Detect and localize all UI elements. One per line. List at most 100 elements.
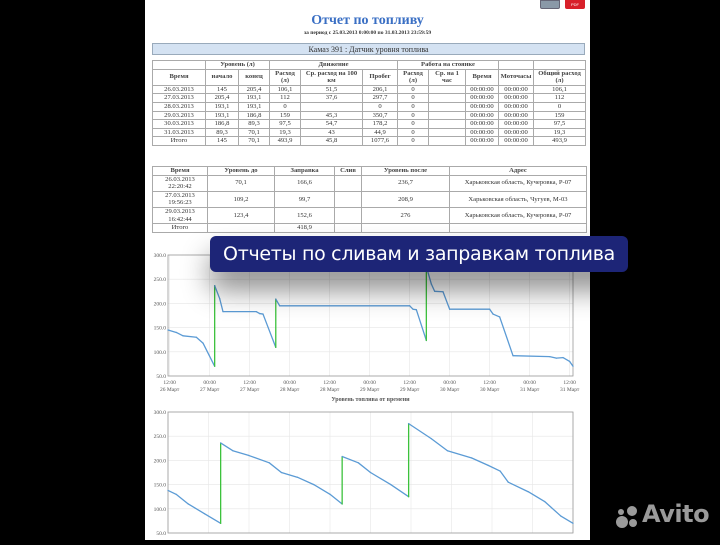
table-cell: 00:00:00 bbox=[466, 128, 499, 137]
table-cell bbox=[450, 224, 587, 233]
column-header: Пробег bbox=[363, 69, 398, 85]
table-cell: 37,6 bbox=[301, 94, 363, 103]
table-cell: 186,8 bbox=[206, 120, 239, 129]
avito-wordmark: Avito bbox=[642, 500, 709, 528]
table-cell: 00:00:00 bbox=[499, 137, 534, 146]
x-tick-time: 00:00 bbox=[203, 380, 216, 386]
x-tick-time: 00:00 bbox=[283, 380, 296, 386]
table-cell bbox=[429, 137, 466, 146]
column-header: начало bbox=[206, 69, 239, 85]
x-axis-label: Уровень топлива от времени bbox=[331, 397, 410, 403]
x-tick-date: 31 Март bbox=[520, 387, 540, 393]
table-cell: 29.03.2013 bbox=[153, 111, 206, 120]
pdf-icon[interactable]: PDF bbox=[565, 0, 585, 9]
level-segment bbox=[176, 332, 183, 335]
table-cell: 29.03.2013 16:42:44 bbox=[153, 207, 208, 223]
table-cell: 166,6 bbox=[275, 175, 335, 191]
level-segment bbox=[391, 485, 409, 497]
x-tick-time: 12:00 bbox=[403, 380, 416, 386]
column-header: Уровень до bbox=[208, 167, 275, 176]
level-segment bbox=[550, 357, 557, 358]
table-cell bbox=[429, 128, 466, 137]
column-header: Общий расход (л) bbox=[534, 69, 586, 85]
table-cell: 0 bbox=[398, 102, 429, 111]
table-cell: 19,3 bbox=[534, 128, 586, 137]
table-cell: 89,3 bbox=[206, 128, 239, 137]
level-segment bbox=[472, 458, 488, 465]
table-cell: 00:00:00 bbox=[499, 85, 534, 94]
promo-banner: Отчеты по сливам и заправкам топлива bbox=[210, 236, 628, 272]
table-cell: Харьковская область, Кучеровка, Р-07 bbox=[450, 175, 587, 191]
table-cell: 152,6 bbox=[275, 207, 335, 223]
table-cell: 19,3 bbox=[270, 128, 301, 137]
table-cell: 26.03.2013 bbox=[153, 85, 206, 94]
table-cell: 123,4 bbox=[208, 207, 275, 223]
level-segment bbox=[410, 306, 413, 309]
level-segment bbox=[371, 473, 391, 485]
level-segment bbox=[563, 358, 570, 362]
column-header: Расход (л) bbox=[270, 69, 301, 85]
x-tick-date: 28 Март bbox=[320, 387, 340, 393]
level-segment bbox=[416, 310, 426, 341]
level-segment bbox=[447, 451, 471, 458]
table-cell: 418,9 bbox=[275, 224, 335, 233]
table-cell: 28.03.2013 bbox=[153, 102, 206, 111]
table-cell: 43 bbox=[301, 128, 363, 137]
column-header: Ср. расход на 100 км bbox=[301, 69, 363, 85]
level-segment bbox=[269, 463, 281, 473]
table-cell: 70,1 bbox=[239, 128, 270, 137]
column-header: Заправка bbox=[275, 167, 335, 176]
table-cell: 145 bbox=[206, 137, 239, 146]
table-cell: 106,1 bbox=[270, 85, 301, 94]
x-tick-time: 12:00 bbox=[323, 380, 336, 386]
level-segment bbox=[298, 477, 314, 484]
level-segment bbox=[570, 361, 573, 366]
level-segment bbox=[196, 337, 203, 343]
table-cell: 44,9 bbox=[363, 128, 398, 137]
level-segment bbox=[493, 314, 500, 317]
table-cell bbox=[429, 102, 466, 111]
table-cell: 159 bbox=[270, 111, 301, 120]
y-tick-label: 200.0 bbox=[154, 458, 167, 464]
y-tick-label: 100.0 bbox=[154, 350, 167, 356]
x-tick-date: 27 Март bbox=[200, 387, 220, 393]
column-header: Моточасы bbox=[499, 69, 534, 85]
table-cell: 27.03.2013 19:56:23 bbox=[153, 191, 208, 207]
table-cell: 31.03.2013 bbox=[153, 128, 206, 137]
table-cell: 97,5 bbox=[270, 120, 301, 129]
table-cell bbox=[335, 224, 362, 233]
table-cell bbox=[335, 207, 362, 223]
table-cell: 178,2 bbox=[363, 120, 398, 129]
table-cell: Харьковская область, Кучеровка, Р-07 bbox=[450, 207, 587, 223]
level-segment bbox=[431, 284, 434, 291]
group-header-row: Уровень (л) Движение Работа на стоянке bbox=[153, 61, 586, 70]
printer-icon[interactable] bbox=[540, 0, 560, 9]
table-cell: 0 bbox=[398, 94, 429, 103]
table-cell: 0 bbox=[534, 102, 586, 111]
table-cell: 206,1 bbox=[363, 85, 398, 94]
x-tick-date: 27 Март bbox=[240, 387, 260, 393]
table-cell: 26.03.2013 22:20:42 bbox=[153, 175, 208, 191]
table-cell: Итого bbox=[153, 137, 206, 146]
level-segment bbox=[168, 490, 176, 494]
level-segment bbox=[249, 456, 269, 463]
table-cell: 297,7 bbox=[363, 94, 398, 103]
table-cell: 0 bbox=[270, 102, 301, 111]
level-segment bbox=[204, 514, 220, 524]
table-cell: 0 bbox=[398, 85, 429, 94]
level-segment bbox=[330, 494, 342, 504]
level-segment bbox=[431, 439, 447, 451]
x-tick-date: 30 Март bbox=[440, 387, 460, 393]
table-cell: 00:00:00 bbox=[466, 102, 499, 111]
table-cell bbox=[335, 175, 362, 191]
y-tick-label: 150.0 bbox=[154, 483, 167, 489]
level-segment bbox=[220, 299, 223, 312]
